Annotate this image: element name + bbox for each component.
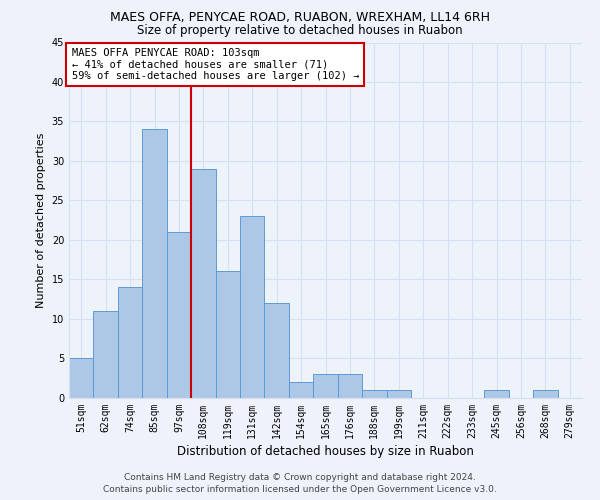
Bar [240, 216, 265, 398]
Bar [94, 310, 118, 398]
Bar [338, 374, 362, 398]
Bar [362, 390, 386, 398]
Bar [142, 130, 167, 398]
Bar [215, 272, 240, 398]
Bar [289, 382, 313, 398]
Bar [265, 303, 289, 398]
Text: MAES OFFA PENYCAE ROAD: 103sqm
← 41% of detached houses are smaller (71)
59% of : MAES OFFA PENYCAE ROAD: 103sqm ← 41% of … [71, 48, 359, 81]
Bar [484, 390, 509, 398]
Y-axis label: Number of detached properties: Number of detached properties [36, 132, 46, 308]
Text: MAES OFFA, PENYCAE ROAD, RUABON, WREXHAM, LL14 6RH: MAES OFFA, PENYCAE ROAD, RUABON, WREXHAM… [110, 12, 490, 24]
Bar [313, 374, 338, 398]
Bar [118, 287, 142, 398]
Bar [191, 168, 215, 398]
X-axis label: Distribution of detached houses by size in Ruabon: Distribution of detached houses by size … [177, 444, 474, 458]
Bar [386, 390, 411, 398]
Bar [533, 390, 557, 398]
Text: Contains HM Land Registry data © Crown copyright and database right 2024.
Contai: Contains HM Land Registry data © Crown c… [103, 472, 497, 494]
Bar [167, 232, 191, 398]
Bar [69, 358, 94, 398]
Text: Size of property relative to detached houses in Ruabon: Size of property relative to detached ho… [137, 24, 463, 37]
